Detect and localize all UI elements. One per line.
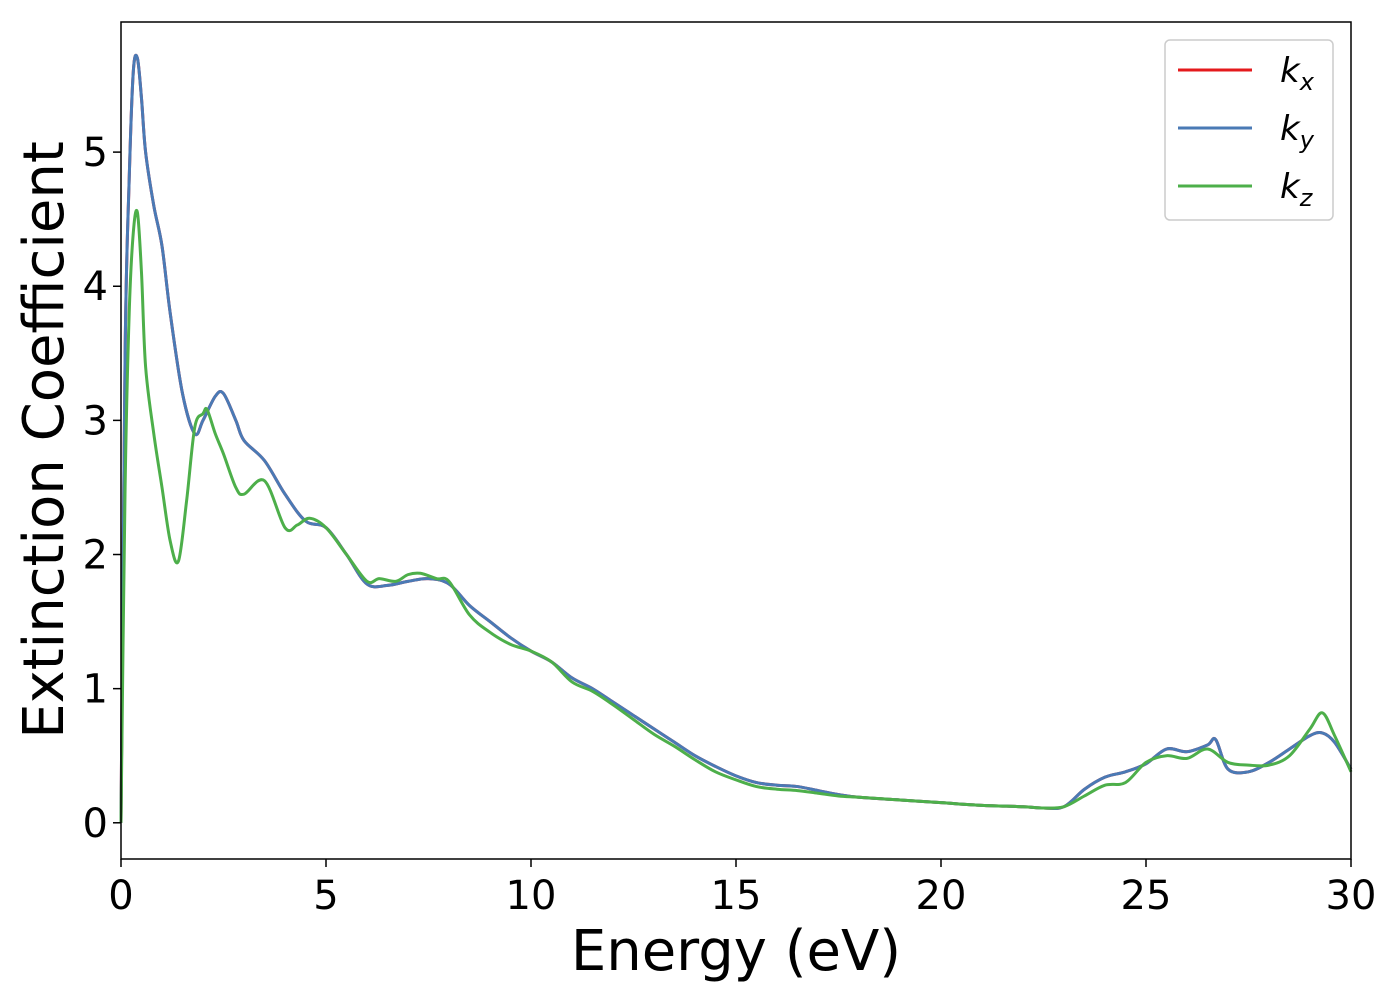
y-tick-label: 0 bbox=[83, 801, 108, 847]
x-tick-label: 5 bbox=[313, 873, 338, 919]
x-tick-label: 10 bbox=[506, 873, 557, 919]
y-tick-label: 1 bbox=[83, 667, 108, 713]
x-tick-label: 0 bbox=[108, 873, 133, 919]
x-axis: 0 5 10 15 20 25 30 bbox=[108, 859, 1376, 919]
x-tick-label: 20 bbox=[916, 873, 967, 919]
y-tick-label: 5 bbox=[83, 130, 108, 176]
x-axis-title: Energy (eV) bbox=[571, 919, 901, 984]
y-tick-label: 2 bbox=[83, 533, 108, 579]
y-axis-title: Extinction Coefficient bbox=[12, 141, 77, 739]
series-layer bbox=[119, 53, 1353, 823]
legend-box bbox=[1164, 39, 1334, 221]
series-line-kz bbox=[119, 208, 1353, 823]
y-tick-label: 4 bbox=[83, 264, 108, 310]
y-tick-label: 3 bbox=[83, 398, 108, 444]
x-tick-label: 25 bbox=[1121, 873, 1172, 919]
x-tick-label: 15 bbox=[711, 873, 762, 919]
x-tick-label: 30 bbox=[1326, 873, 1377, 919]
y-axis: 0 1 2 3 4 5 bbox=[83, 130, 121, 847]
